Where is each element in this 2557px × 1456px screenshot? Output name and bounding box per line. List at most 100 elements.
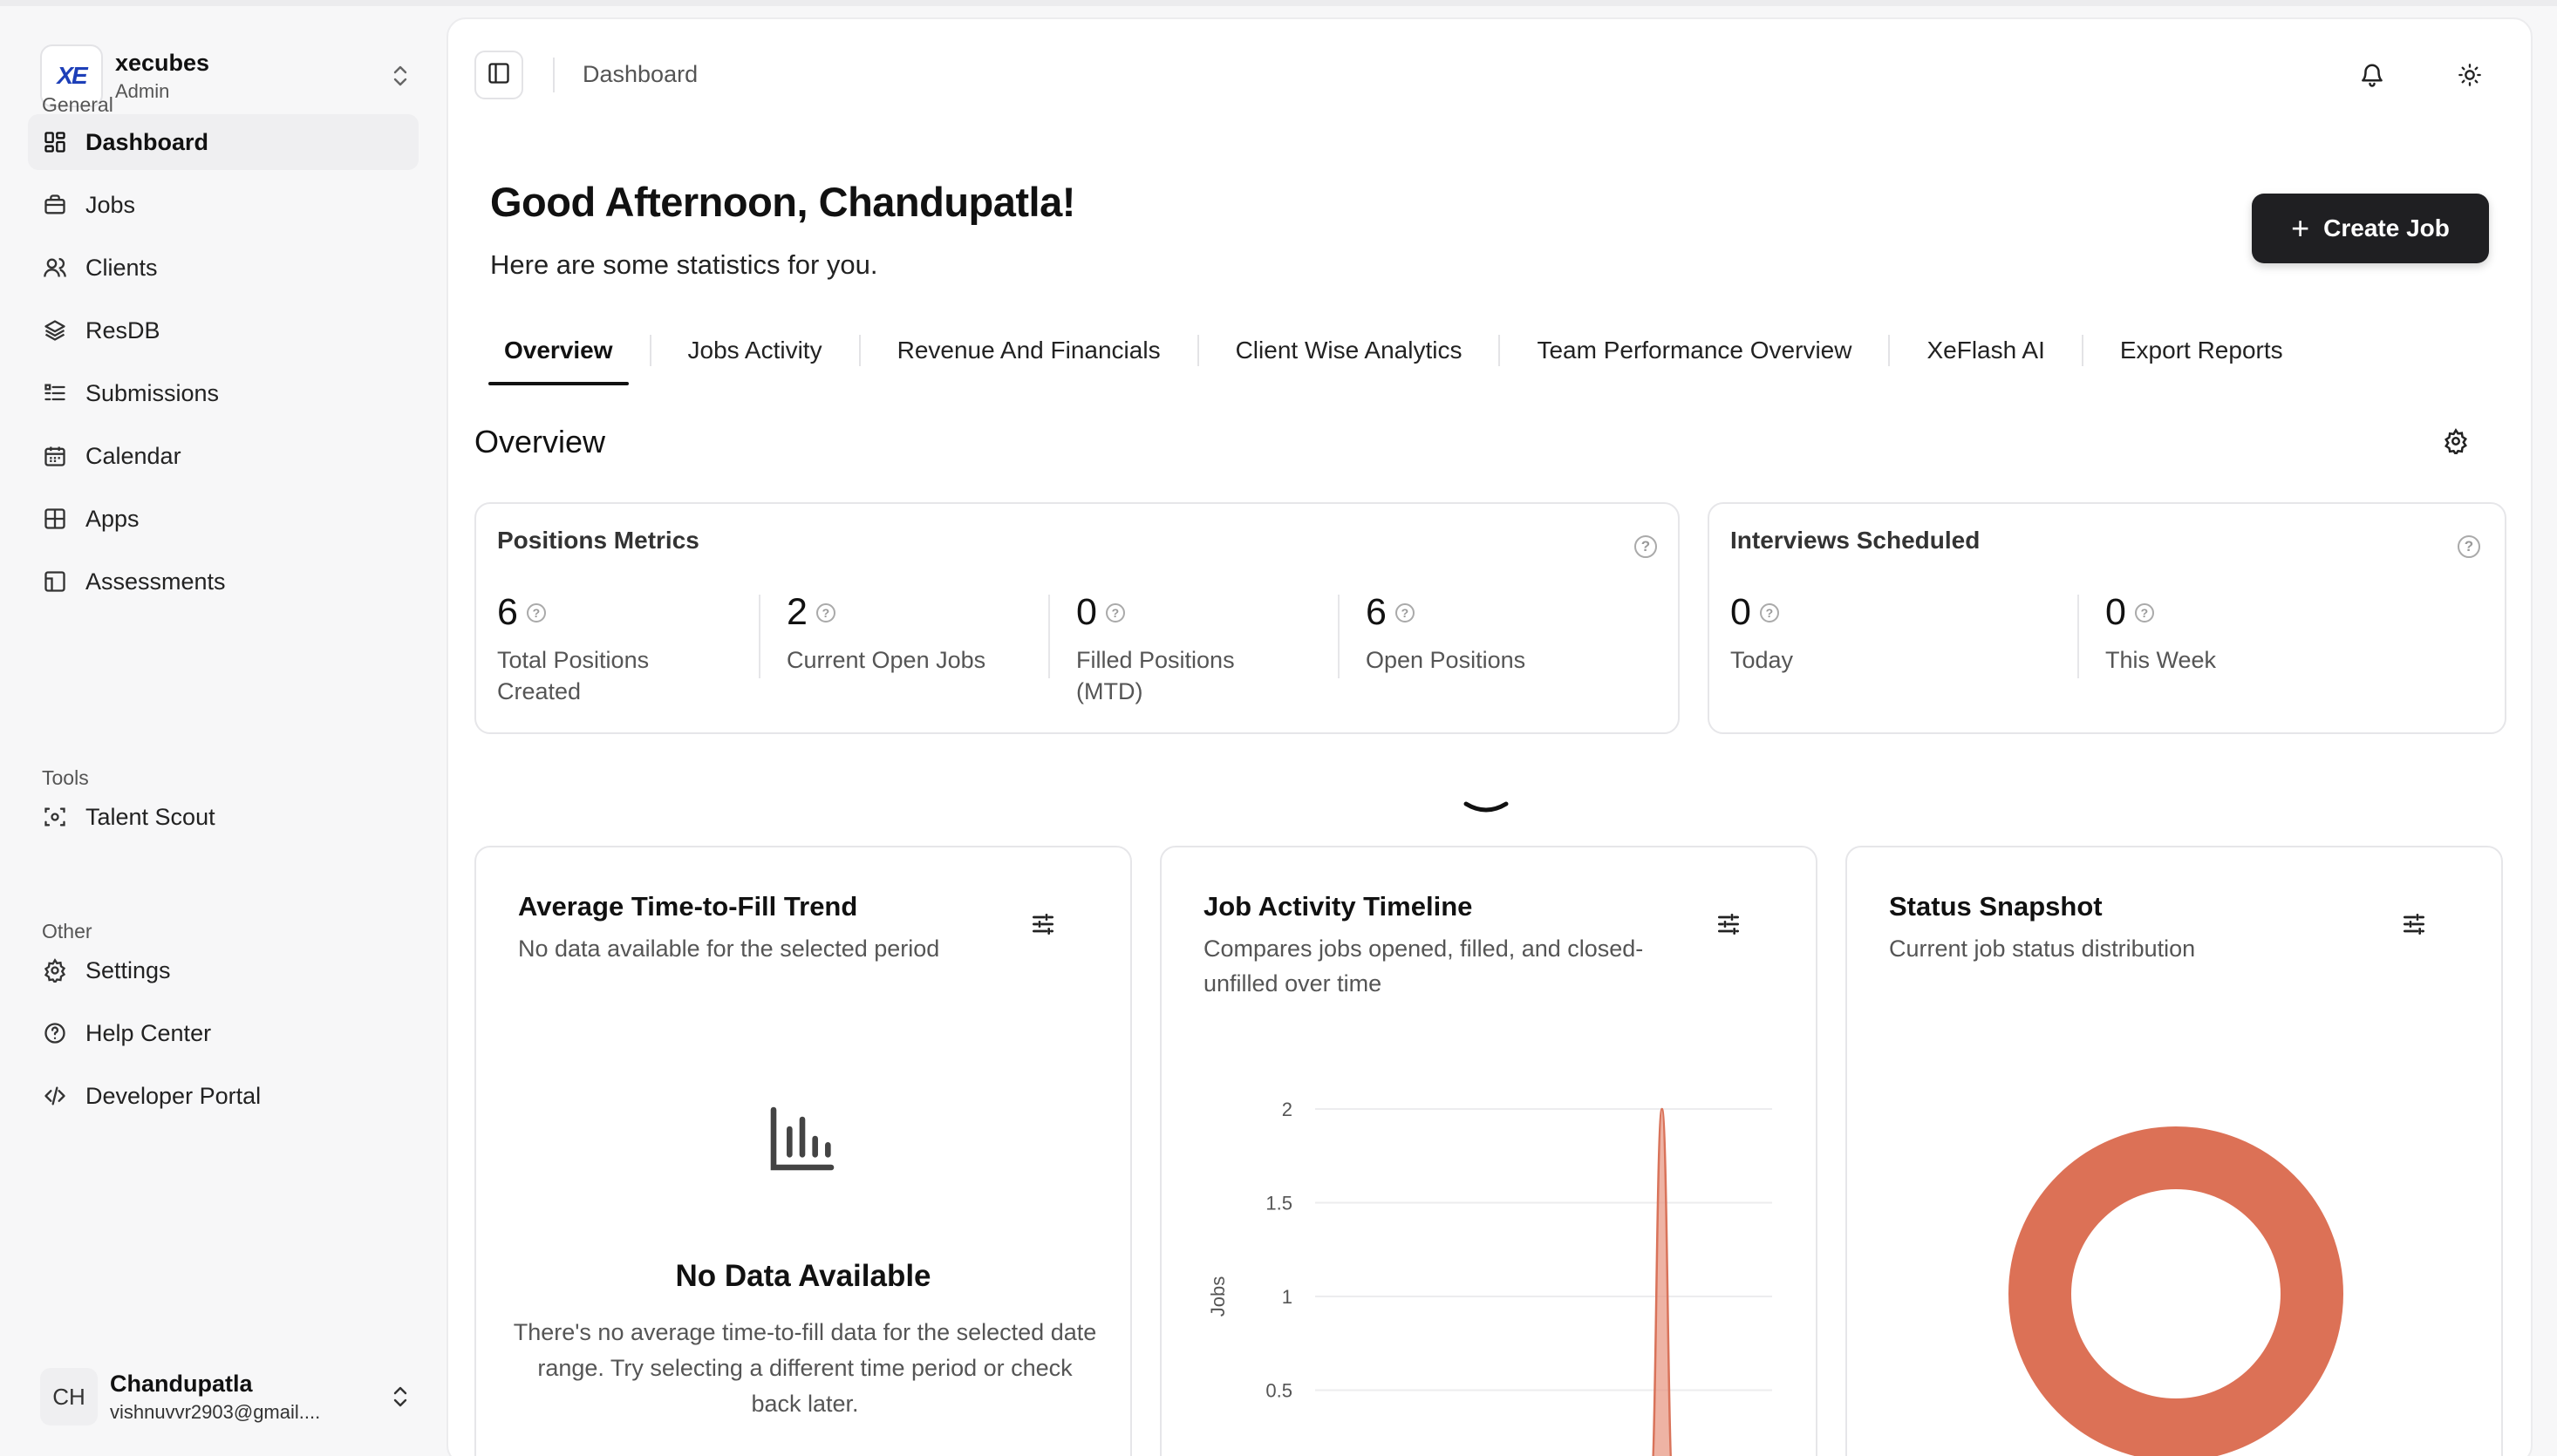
status-donut-chart bbox=[2008, 1126, 2343, 1456]
sidebar-item-jobs[interactable]: Jobs bbox=[28, 177, 419, 233]
metric-label: Current Open Jobs bbox=[787, 647, 986, 673]
card-title: Positions Metrics bbox=[497, 527, 699, 554]
breadcrumb: Dashboard bbox=[583, 61, 699, 87]
bell-icon bbox=[2359, 62, 2385, 92]
sidebar-item-resdb[interactable]: ResDB bbox=[28, 303, 419, 358]
nav-tools: Talent Scout bbox=[28, 789, 419, 852]
sun-icon bbox=[2458, 63, 2482, 92]
sidebar-item-label: Assessments bbox=[85, 568, 226, 595]
card-subtitle: Compares jobs opened, filled, and closed… bbox=[1203, 936, 1644, 997]
sidebar-item-submissions[interactable]: Submissions bbox=[28, 365, 419, 421]
plus-icon: + bbox=[2291, 210, 2310, 246]
help-icon[interactable]: ? bbox=[815, 602, 835, 623]
list-icon bbox=[40, 378, 70, 408]
section-label-other: Other bbox=[42, 920, 92, 942]
metric-label: This Week bbox=[2105, 647, 2217, 673]
y-tick-label: 0.5 bbox=[1265, 1380, 1292, 1402]
sidebar-item-calendar[interactable]: Calendar bbox=[28, 428, 419, 484]
help-icon[interactable]: ? bbox=[1394, 602, 1415, 623]
briefcase-icon bbox=[40, 190, 70, 220]
metric-value: 6 bbox=[497, 591, 518, 633]
sidebar-item-developer-portal[interactable]: Developer Portal bbox=[28, 1068, 419, 1124]
y-tick-label: 1 bbox=[1282, 1286, 1292, 1308]
sidebar-item-assessments[interactable]: Assessments bbox=[28, 554, 419, 609]
sidebar-toggle-button[interactable] bbox=[474, 51, 523, 99]
window-top-edge bbox=[0, 0, 2557, 6]
sidebar-item-label: Submissions bbox=[85, 379, 220, 406]
help-icon[interactable]: ? bbox=[1634, 535, 1657, 558]
create-job-label: Create Job bbox=[2323, 214, 2450, 242]
chevron-down-icon bbox=[1463, 799, 1510, 824]
tab-divider bbox=[2081, 335, 2083, 366]
divider bbox=[759, 595, 760, 678]
metric-total-positions: 6? Total Positions Created bbox=[497, 591, 715, 707]
notifications-button[interactable] bbox=[2348, 52, 2397, 101]
metric-current-open-jobs: 2? Current Open Jobs bbox=[787, 591, 1005, 676]
overview-settings-button[interactable] bbox=[2437, 424, 2475, 462]
top-bar: Dashboard bbox=[448, 19, 2531, 115]
metric-value: 0 bbox=[2105, 591, 2126, 633]
sidebar-item-label: Developer Portal bbox=[85, 1082, 262, 1109]
metric-label: Today bbox=[1730, 647, 1794, 673]
help-icon[interactable]: ? bbox=[2458, 535, 2480, 558]
nav-other: Settings Help Center Developer Portal bbox=[28, 942, 419, 1131]
tab-revenue-and-financials[interactable]: Revenue And Financials bbox=[897, 337, 1161, 364]
sidebar-item-label: Dashboard bbox=[85, 128, 209, 155]
sidebar-item-help-center[interactable]: Help Center bbox=[28, 1005, 419, 1061]
main-panel: Dashboard Good Afternoon, Chandupatla! H… bbox=[447, 17, 2533, 1456]
org-name: xecubes bbox=[115, 49, 210, 76]
metric-value: 6 bbox=[1366, 591, 1387, 633]
tab-client-wise-analytics[interactable]: Client Wise Analytics bbox=[1235, 337, 1463, 364]
help-icon[interactable]: ? bbox=[1759, 602, 1779, 623]
help-icon[interactable]: ? bbox=[526, 602, 546, 623]
card-title: Average Time-to-Fill Trend bbox=[518, 891, 858, 922]
page-title: Good Afternoon, Chandupatla! bbox=[490, 179, 1075, 225]
theme-toggle-button[interactable] bbox=[2445, 52, 2494, 101]
tab-xeflash-ai[interactable]: XeFlash AI bbox=[1926, 337, 2045, 364]
pie-slice[interactable] bbox=[2008, 1126, 2343, 1456]
tab-divider bbox=[1498, 335, 1501, 366]
filter-button[interactable] bbox=[1711, 908, 1746, 943]
filter-button[interactable] bbox=[1026, 908, 1060, 943]
sidebar-item-label: Apps bbox=[85, 505, 140, 532]
tab-jobs-activity[interactable]: Jobs Activity bbox=[687, 337, 822, 364]
user-menu[interactable]: CH Chandupatla vishnuvvr2903@gmail.... bbox=[40, 1359, 413, 1434]
users-icon bbox=[40, 253, 70, 282]
nav-general: Dashboard Jobs Clients ResDB Submissions… bbox=[28, 114, 419, 616]
metric-interviews-this-week: 0? This Week bbox=[2105, 591, 2323, 676]
sidebar-item-settings[interactable]: Settings bbox=[28, 942, 419, 998]
card-subtitle: Current job status distribution bbox=[1889, 936, 2196, 962]
expand-button[interactable] bbox=[1460, 793, 1512, 828]
sidebar-item-apps[interactable]: Apps bbox=[28, 491, 419, 547]
gear-icon bbox=[40, 956, 70, 985]
sidebar-item-clients[interactable]: Clients bbox=[28, 240, 419, 296]
status-snapshot-card: Status Snapshot Current job status distr… bbox=[1845, 846, 2503, 1456]
sliders-icon bbox=[1715, 910, 1742, 942]
help-icon[interactable]: ? bbox=[1105, 602, 1125, 623]
org-switcher[interactable]: XE xecubes Admin bbox=[40, 41, 413, 111]
scan-icon bbox=[40, 802, 70, 832]
card-title: Interviews Scheduled bbox=[1730, 527, 1981, 554]
tab-team-performance-overview[interactable]: Team Performance Overview bbox=[1537, 337, 1852, 364]
section-label-tools: Tools bbox=[42, 766, 89, 789]
series-area[interactable] bbox=[1324, 1107, 1763, 1456]
metric-filled-positions: 0? Filled Positions (MTD) bbox=[1076, 591, 1294, 707]
sidebar-item-label: Jobs bbox=[85, 191, 136, 218]
bar-chart-icon bbox=[764, 1100, 841, 1181]
chevrons-up-down-icon[interactable] bbox=[387, 1379, 413, 1414]
tab-overview[interactable]: Overview bbox=[488, 316, 629, 385]
section-label-general: General bbox=[42, 93, 113, 116]
sliders-icon bbox=[2400, 910, 2428, 942]
chevrons-up-down-icon[interactable] bbox=[387, 58, 413, 93]
create-job-button[interactable]: + Create Job bbox=[2252, 194, 2489, 263]
gear-icon bbox=[2443, 427, 2469, 459]
sidebar-item-talent-scout[interactable]: Talent Scout bbox=[28, 789, 419, 845]
filter-button[interactable] bbox=[2397, 908, 2431, 943]
y-axis-label: Jobs bbox=[1207, 1276, 1229, 1317]
tab-divider bbox=[1197, 335, 1199, 366]
sidebar-item-dashboard[interactable]: Dashboard bbox=[28, 114, 419, 170]
help-icon[interactable]: ? bbox=[2134, 602, 2154, 623]
user-name: Chandupatla bbox=[110, 1370, 253, 1397]
tab-export-reports[interactable]: Export Reports bbox=[2119, 337, 2283, 364]
help-circle-icon bbox=[40, 1018, 70, 1048]
